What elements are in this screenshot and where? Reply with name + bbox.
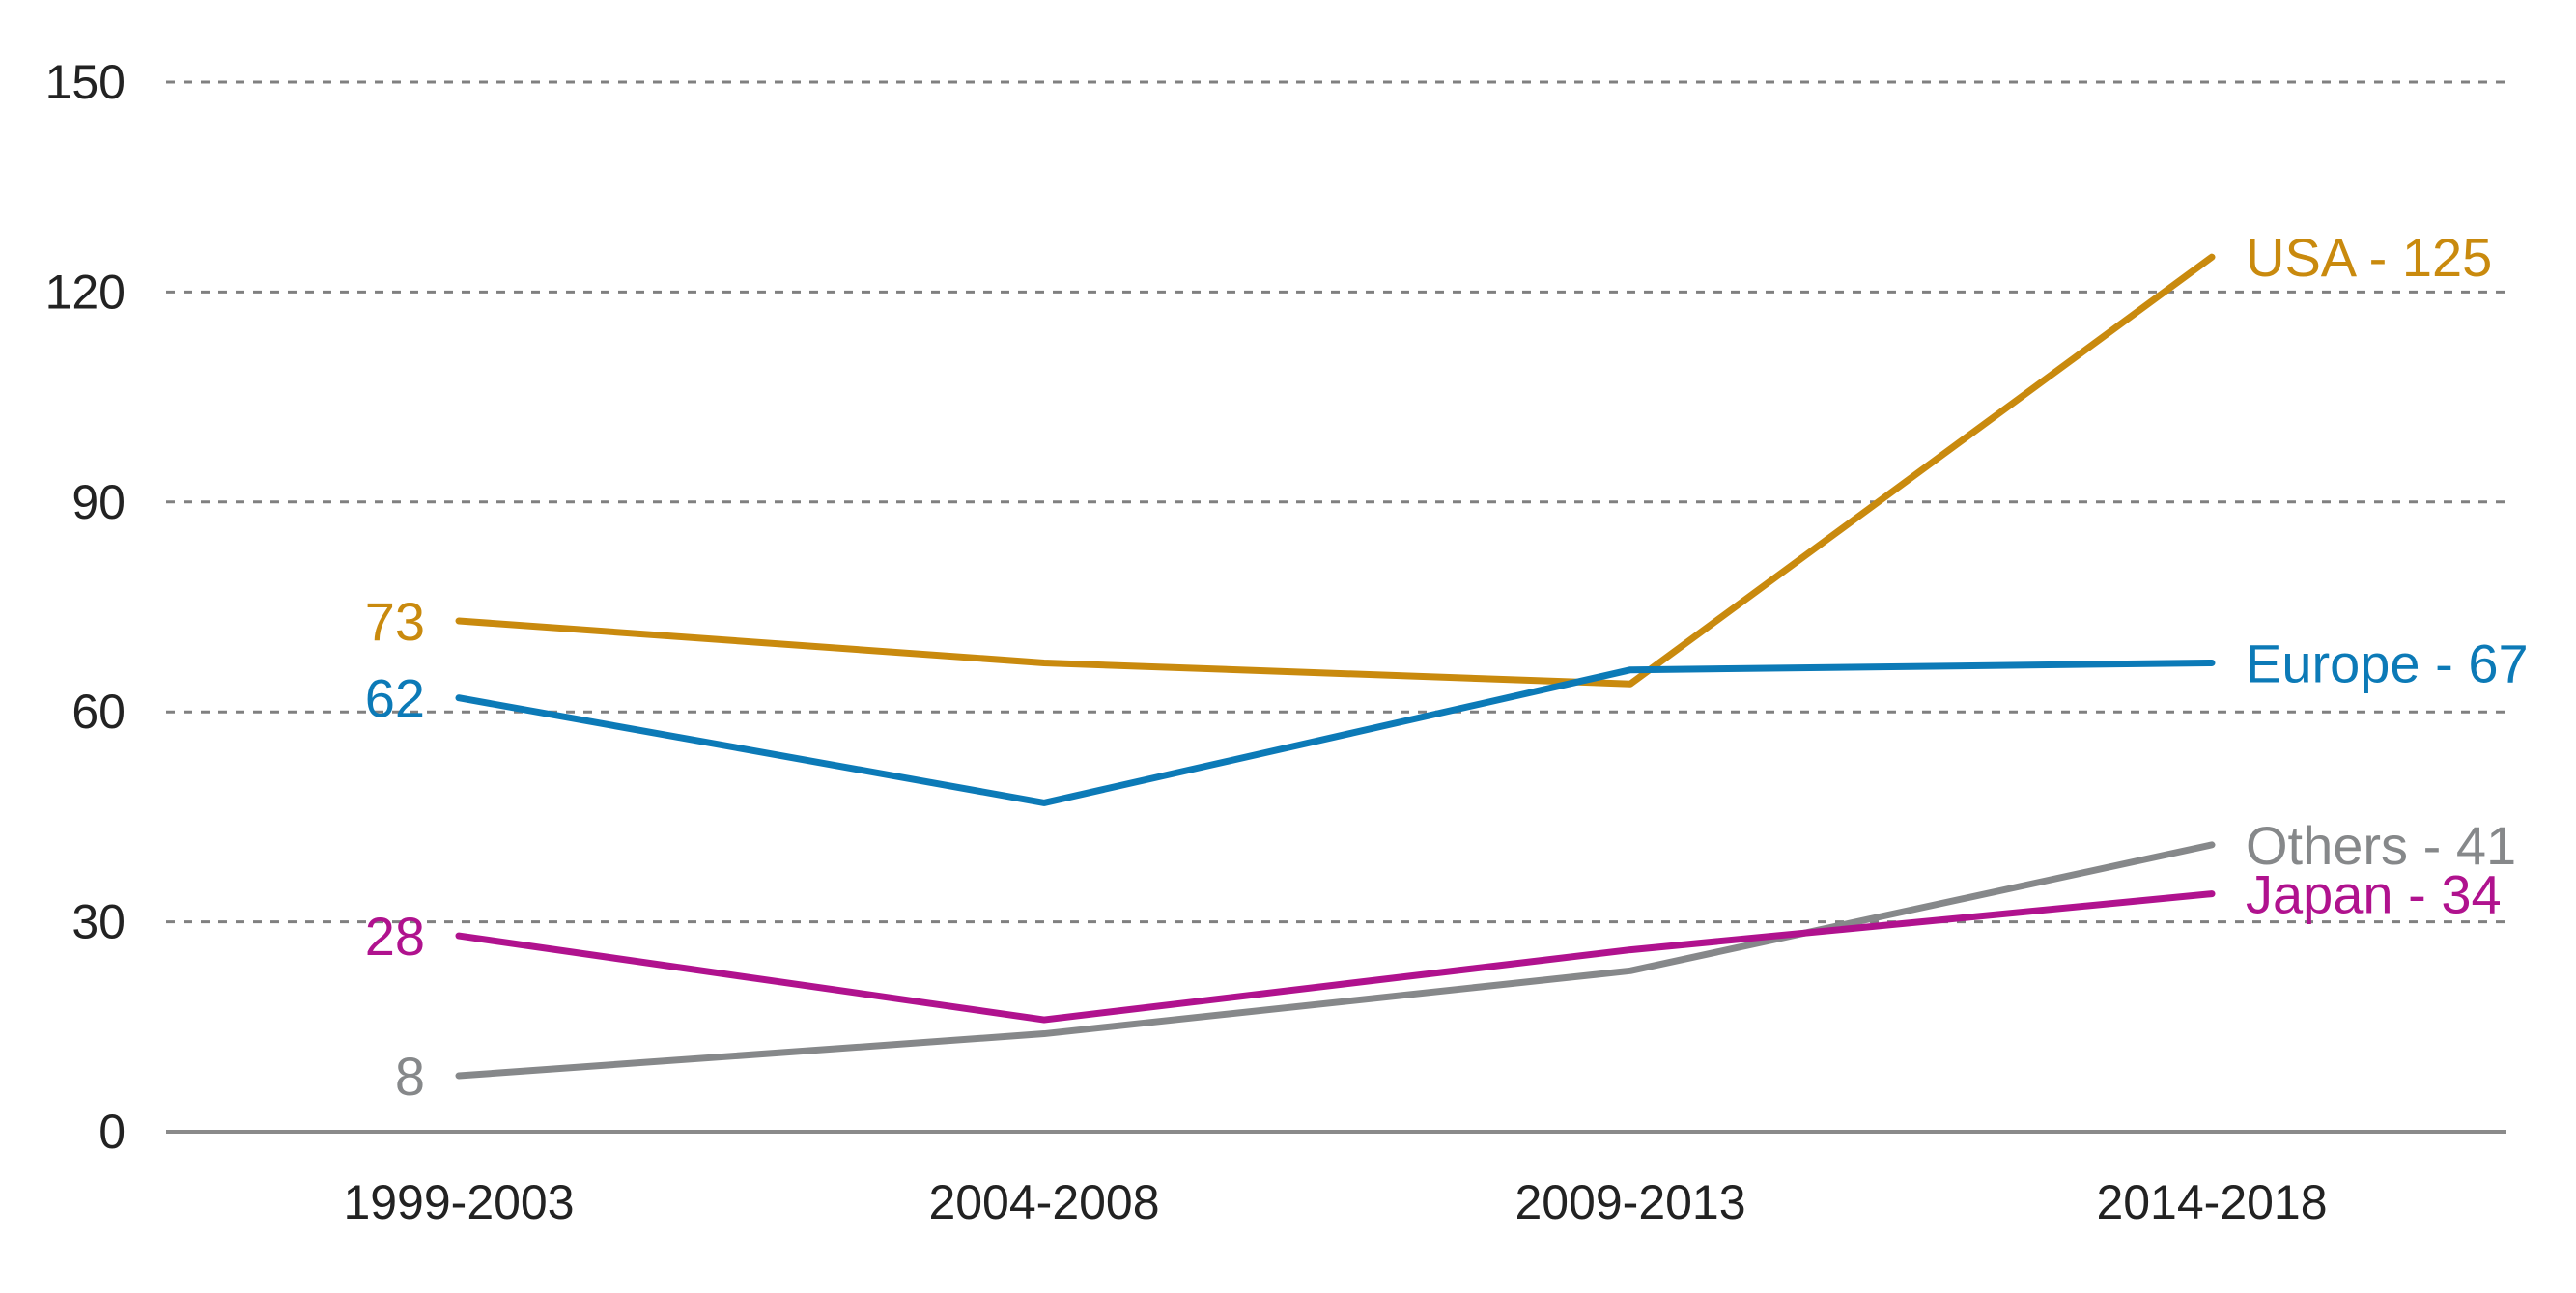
x-axis-ticks: 1999-2003 2004-2008 2009-2013 2014-2018 — [343, 1175, 2327, 1229]
y-tick-label: 90 — [71, 475, 126, 529]
end-label-others: Others - 41 — [2246, 815, 2516, 876]
series-lines — [455, 253, 2216, 1080]
series-line-europe — [455, 659, 2216, 806]
y-tick-label: 150 — [45, 55, 126, 109]
end-label-europe: Europe - 67 — [2246, 632, 2529, 693]
series-line-usa — [455, 253, 2216, 688]
end-label-usa: USA - 125 — [2246, 227, 2492, 288]
y-tick-label: 120 — [45, 265, 126, 319]
y-tick-label: 30 — [71, 895, 126, 949]
series-line-japan — [455, 890, 2216, 1024]
start-label-europe: 62 — [365, 668, 425, 729]
start-label-others: 8 — [395, 1046, 425, 1107]
start-label-japan: 28 — [365, 906, 425, 967]
x-tick-label: 2014-2018 — [2096, 1175, 2327, 1229]
start-label-usa: 73 — [365, 591, 425, 652]
x-tick-label: 2004-2008 — [928, 1175, 1159, 1229]
y-axis-ticks: 0 30 60 90 120 150 — [45, 55, 126, 1159]
y-tick-label: 60 — [71, 685, 126, 739]
gridlines — [166, 80, 2506, 924]
y-tick-label: 0 — [99, 1105, 126, 1159]
end-label-japan: Japan - 34 — [2246, 864, 2502, 925]
series-labels: 73 USA - 125 62 Europe - 67 8 Others - 41 28 Ja… — [365, 227, 2529, 1107]
x-tick-label: 1999-2003 — [343, 1175, 574, 1229]
series-line-others — [455, 841, 2216, 1080]
x-tick-label: 2009-2013 — [1514, 1175, 1745, 1229]
